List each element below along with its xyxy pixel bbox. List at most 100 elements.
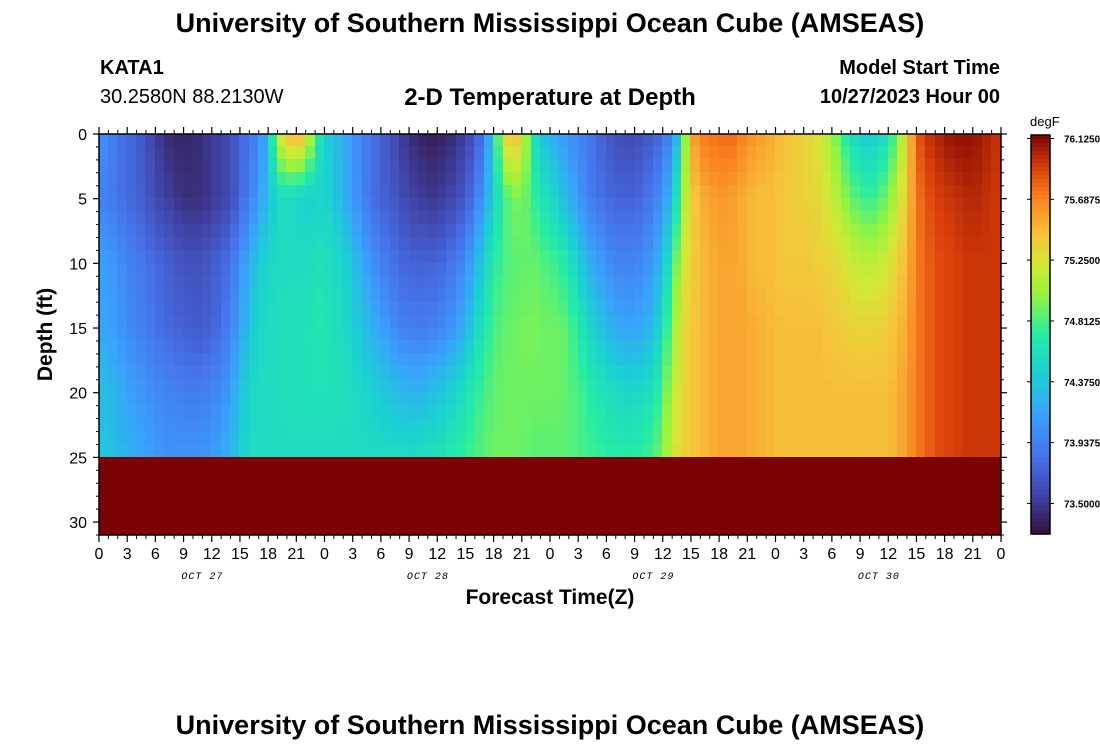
heatmap-cell xyxy=(427,224,439,239)
heatmap-cell xyxy=(136,353,147,368)
heatmap-cell xyxy=(512,405,523,420)
heatmap-cell xyxy=(643,509,655,524)
x-tick-label: 15 xyxy=(908,546,926,563)
heatmap-cell xyxy=(221,289,232,304)
heatmap-cell xyxy=(756,457,768,472)
heatmap-cell xyxy=(850,276,862,291)
heatmap-cell xyxy=(484,302,495,317)
heatmap-cell xyxy=(155,146,166,161)
heatmap-cell xyxy=(258,392,270,407)
heatmap-cell xyxy=(860,379,871,394)
heatmap-cell xyxy=(418,159,429,174)
heatmap-cell xyxy=(907,315,918,330)
heatmap-cell xyxy=(587,289,598,304)
heatmap-cell xyxy=(944,418,956,433)
colorbar-swatch xyxy=(1031,214,1050,220)
heatmap-cell xyxy=(155,250,166,265)
heatmap-cell xyxy=(380,276,392,291)
heatmap-cell xyxy=(916,276,927,291)
heatmap-cell xyxy=(136,496,147,511)
heatmap-cell xyxy=(653,328,664,342)
heatmap-cell xyxy=(503,483,514,498)
heatmap-cell xyxy=(343,340,354,355)
heatmap-cell xyxy=(145,353,157,368)
heatmap-cell xyxy=(963,159,974,174)
heatmap-cell xyxy=(888,172,899,187)
colorbar-swatch xyxy=(1031,135,1050,140)
heatmap-cell xyxy=(794,431,805,446)
heatmap-cell xyxy=(850,340,862,355)
heatmap-cell xyxy=(446,509,458,524)
heatmap-cell xyxy=(643,379,655,394)
colorbar-swatch xyxy=(1031,158,1050,164)
heatmap-cell xyxy=(756,250,768,265)
heatmap-cell xyxy=(521,159,533,174)
heatmap-cell xyxy=(907,289,918,304)
heatmap-cell xyxy=(117,315,129,330)
heatmap-cell xyxy=(925,405,937,420)
heatmap-cell xyxy=(221,431,232,446)
heatmap-cell xyxy=(221,392,232,407)
heatmap-cell xyxy=(860,483,871,498)
heatmap-cell xyxy=(474,302,486,317)
heatmap-cell xyxy=(258,522,270,536)
colorbar-swatch xyxy=(1031,306,1050,312)
heatmap-cell xyxy=(925,353,937,368)
heatmap-cell xyxy=(935,146,946,161)
heatmap-cell xyxy=(888,237,899,252)
heatmap-cell xyxy=(690,392,702,407)
heatmap-cell xyxy=(568,276,580,291)
heatmap-cell xyxy=(550,302,561,317)
heatmap-cell xyxy=(681,340,692,355)
heatmap-cell xyxy=(512,470,523,485)
heatmap-cell xyxy=(145,496,157,511)
heatmap-cell xyxy=(784,211,796,226)
heatmap-cell xyxy=(371,418,382,433)
heatmap-cell xyxy=(897,418,909,433)
heatmap-cell xyxy=(380,172,392,187)
heatmap-cell xyxy=(333,276,345,291)
heatmap-cell xyxy=(907,172,918,187)
heatmap-cell xyxy=(841,509,852,524)
heatmap-cell xyxy=(728,198,739,213)
heatmap-cell xyxy=(380,457,392,472)
heatmap-cell xyxy=(99,289,110,304)
heatmap-cell xyxy=(239,134,251,148)
heatmap-cell xyxy=(437,237,448,252)
heatmap-cell xyxy=(221,276,232,291)
heatmap-cell xyxy=(145,340,157,355)
heatmap-cell xyxy=(117,366,129,381)
heatmap-cell xyxy=(559,340,570,355)
heatmap-cell xyxy=(747,405,758,420)
heatmap-cell xyxy=(700,431,711,446)
heatmap-cell xyxy=(737,237,749,252)
heatmap-cell xyxy=(399,496,411,511)
heatmap-cell xyxy=(935,237,946,252)
heatmap-cell xyxy=(315,289,326,304)
heatmap-cell xyxy=(803,328,815,342)
heatmap-cell xyxy=(446,134,458,148)
heatmap-cell xyxy=(286,302,298,317)
heatmap-cell xyxy=(794,250,805,265)
heatmap-cell xyxy=(972,496,984,511)
heatmap-cell xyxy=(681,263,692,278)
heatmap-cell xyxy=(634,289,645,304)
heatmap-cell xyxy=(371,431,382,446)
heatmap-cell xyxy=(888,302,899,317)
heatmap-cell xyxy=(719,431,730,446)
heatmap-cell xyxy=(484,289,495,304)
heatmap-cell xyxy=(286,366,298,381)
heatmap-cell xyxy=(174,379,185,394)
heatmap-cell xyxy=(418,185,429,200)
heatmap-cell xyxy=(784,457,796,472)
heatmap-cell xyxy=(747,172,758,187)
heatmap-cell xyxy=(559,328,570,342)
heatmap-cell xyxy=(719,522,730,536)
heatmap-cell xyxy=(183,509,194,524)
heatmap-cell xyxy=(897,522,909,536)
heatmap-cell xyxy=(108,522,119,536)
heatmap-cell xyxy=(258,198,270,213)
heatmap-cell xyxy=(352,328,364,342)
heatmap-cell xyxy=(221,263,232,278)
heatmap-cell xyxy=(145,328,157,342)
